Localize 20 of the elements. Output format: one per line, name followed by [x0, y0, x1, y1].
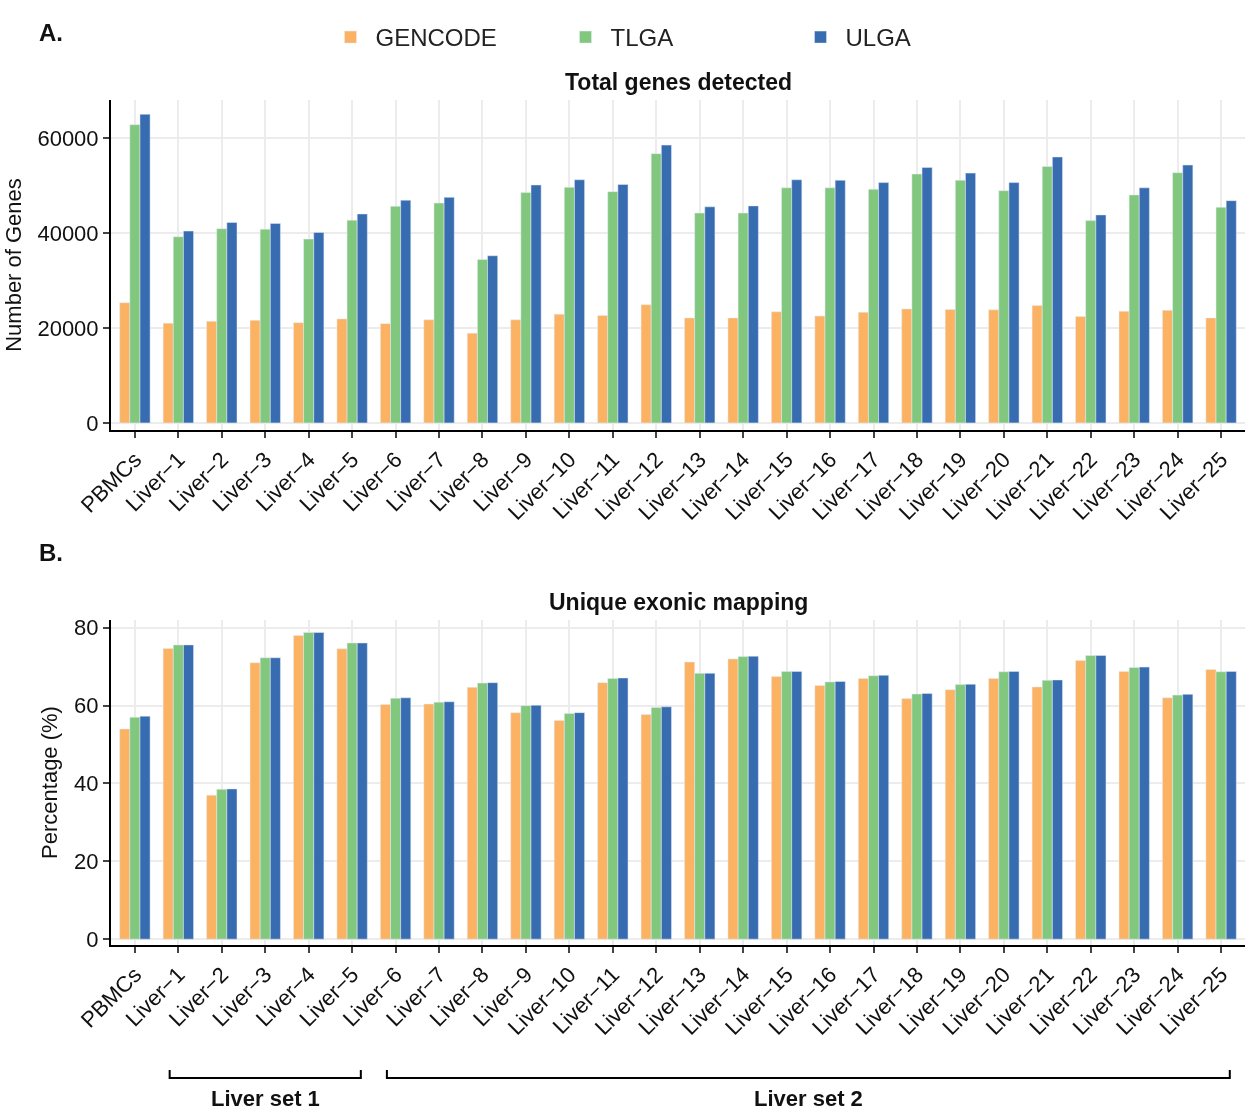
y-tick-label: 40 [74, 771, 99, 797]
y-axis-title: Number of Genes [0, 178, 26, 352]
y-axis-title: Percentage (%) [37, 706, 63, 859]
legend-label: ULGA [845, 24, 911, 52]
y-tick-label: 0 [86, 926, 99, 952]
text: Liver set 2 [754, 1086, 863, 1111]
chart-title: Unique exonic mapping [549, 589, 809, 615]
y-tick-label: 20 [74, 849, 99, 875]
text: A. [39, 19, 63, 46]
chart-title: Total genes detected [565, 69, 793, 95]
text: Liver set 1 [211, 1086, 320, 1111]
y-tick-label: 80 [74, 615, 99, 641]
legend-label: TLGA [610, 24, 674, 52]
text: B. [39, 539, 63, 566]
y-tick-label: 20000 [37, 315, 99, 341]
y-tick-label: 60000 [37, 125, 99, 151]
y-tick-label: 40000 [37, 220, 99, 246]
y-tick-label: 0 [86, 410, 99, 436]
legend-label: GENCODE [375, 24, 497, 52]
y-tick-label: 60 [74, 693, 99, 719]
